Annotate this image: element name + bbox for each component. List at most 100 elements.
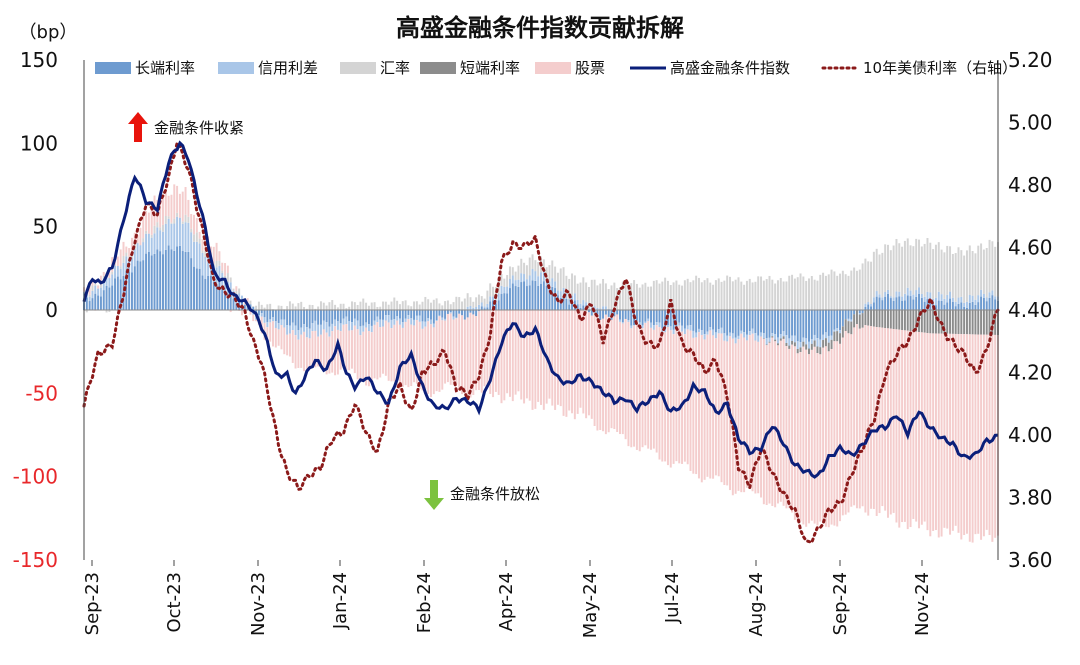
- fx-bar: [444, 301, 447, 310]
- long-rate-bar: [729, 310, 731, 333]
- long-rate-bar: [556, 295, 559, 310]
- fx-bar: [915, 238, 918, 291]
- long-rate-bar: [463, 310, 466, 320]
- stock-bar: [240, 310, 243, 316]
- long-rate-bar: [272, 310, 274, 318]
- credit-spread-bar: [438, 315, 441, 317]
- stock-bar: [413, 325, 416, 383]
- stock-bar: [779, 340, 782, 502]
- credit-spread-bar: [303, 324, 306, 332]
- credit-spread-bar: [356, 320, 359, 330]
- stock-bar: [748, 335, 751, 487]
- long-rate-bar: [458, 310, 461, 314]
- stock-bar: [252, 314, 255, 322]
- fx-bar: [362, 298, 365, 310]
- fx-bar: [170, 222, 173, 224]
- fx-bar: [280, 305, 283, 310]
- credit-spread-bar: [689, 325, 692, 331]
- fx-bar: [382, 301, 385, 310]
- stock-bar: [469, 312, 472, 398]
- long-rate-bar: [506, 293, 509, 310]
- credit-spread-bar: [410, 318, 413, 325]
- short-rate-bar: [762, 338, 765, 340]
- fx-bar: [153, 225, 156, 234]
- credit-spread-bar: [365, 322, 368, 328]
- credit-spread-bar: [136, 243, 139, 261]
- long-rate-bar: [162, 254, 164, 310]
- long-rate-bar: [260, 310, 263, 314]
- stock-bar: [441, 320, 444, 390]
- credit-spread-bar: [881, 297, 884, 301]
- credit-spread-bar: [903, 293, 906, 301]
- long-rate-bar: [153, 253, 156, 310]
- fx-bar: [700, 282, 703, 310]
- credit-spread-bar: [94, 285, 97, 294]
- long-rate-bar: [317, 310, 320, 325]
- fx-bar: [249, 300, 252, 305]
- long-rate-bar: [881, 300, 884, 310]
- long-rate-bar: [492, 300, 495, 310]
- stock-bar: [311, 331, 314, 365]
- short-rate-bar: [827, 342, 830, 352]
- stock-bar: [954, 333, 957, 526]
- stock-bar: [503, 310, 506, 401]
- stock-bar: [760, 336, 763, 498]
- fx-bar: [303, 307, 306, 310]
- fx-bar: [370, 302, 373, 310]
- stock-bar: [224, 263, 227, 276]
- long-rate-bar: [303, 310, 306, 325]
- credit-spread-bar: [353, 318, 356, 326]
- stock-bar: [356, 329, 359, 380]
- stock-bar: [782, 338, 785, 506]
- short-rate-bar: [872, 310, 875, 327]
- long-rate-bar: [918, 293, 920, 310]
- fx-bar: [523, 262, 526, 275]
- short-rate-bar: [974, 310, 977, 335]
- legend-label: 股票: [575, 59, 605, 77]
- credit-spread-bar: [700, 330, 703, 335]
- credit-spread-bar: [418, 315, 421, 322]
- stock-bar: [559, 310, 562, 407]
- fx-bar: [317, 306, 320, 310]
- fx-bar: [923, 243, 926, 297]
- long-rate-bar: [159, 251, 162, 310]
- long-rate-bar: [934, 305, 937, 310]
- fx-bar: [204, 251, 207, 257]
- long-rate-bar: [898, 296, 901, 310]
- stock-bar: [965, 334, 968, 534]
- long-rate-bar: [314, 310, 317, 321]
- stock-bar: [610, 319, 613, 429]
- credit-spread-bar: [717, 329, 720, 334]
- stock-bar: [974, 334, 977, 535]
- stock-bar: [159, 203, 162, 228]
- long-rate-bar: [994, 299, 997, 310]
- stock-bar: [689, 330, 692, 471]
- credit-spread-bar: [565, 293, 568, 299]
- credit-spread-bar: [714, 332, 717, 339]
- long-rate-bar: [413, 310, 416, 320]
- stock-bar: [475, 316, 478, 391]
- long-rate-bar: [974, 304, 977, 310]
- credit-spread-bar: [108, 278, 111, 288]
- fx-bar: [717, 278, 720, 310]
- fx-bar: [475, 297, 478, 307]
- long-rate-bar: [339, 310, 342, 324]
- short-rate-bar: [881, 310, 884, 328]
- credit-spread-bar: [325, 322, 328, 333]
- stock-bar: [342, 324, 345, 369]
- long-rate-bar: [892, 300, 895, 310]
- x-tick-label: Jan-24: [330, 572, 351, 630]
- credit-spread-bar: [421, 321, 424, 329]
- fx-bar: [743, 284, 746, 310]
- fx-bar: [334, 304, 337, 310]
- long-rate-bar: [895, 297, 898, 310]
- long-rate-bar: [475, 310, 478, 317]
- credit-spread-bar: [912, 294, 915, 300]
- fx-bar: [252, 306, 255, 307]
- fx-bar: [760, 276, 763, 310]
- fx-bar: [607, 289, 610, 309]
- long-rate-bar: [559, 297, 562, 310]
- legend: 长端利率 信用利差 汇率 短端利率 股票 高盛金融条件指数 10年美债利率（右轴）: [95, 59, 1017, 77]
- stock-bar: [841, 337, 844, 516]
- short-rate-bar: [771, 336, 774, 338]
